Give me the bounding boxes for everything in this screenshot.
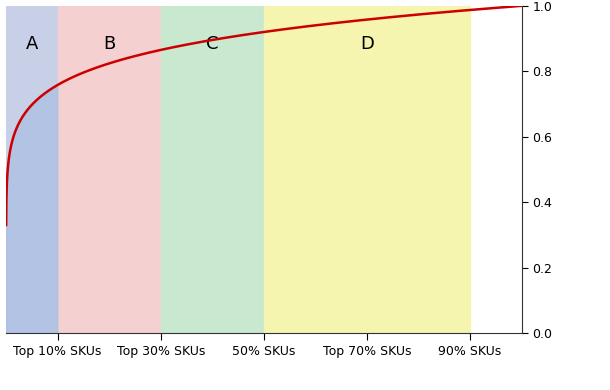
Text: C: C [206,35,218,53]
Text: D: D [360,35,374,53]
Text: A: A [26,35,38,53]
Bar [57,6,160,333]
Text: B: B [103,35,115,53]
Bar [264,6,470,333]
Bar [160,6,264,333]
Bar [6,6,57,333]
